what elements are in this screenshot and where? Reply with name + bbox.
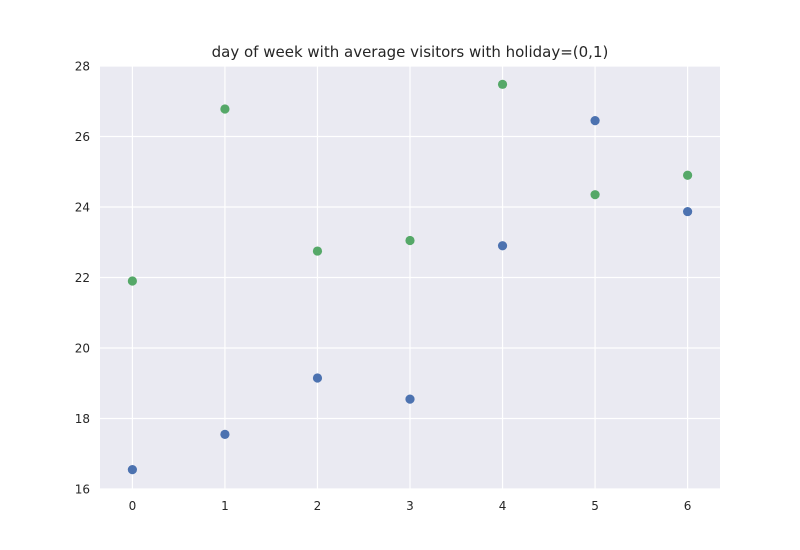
y-tick-label: 28 — [75, 60, 90, 74]
x-tick-label: 3 — [406, 499, 414, 513]
data-point-series-1 — [220, 429, 230, 439]
x-tick-label: 0 — [129, 499, 137, 513]
x-tick-label: 2 — [314, 499, 322, 513]
y-gridlines — [100, 65, 720, 490]
y-tick-label: 16 — [75, 483, 90, 497]
y-tick-label: 22 — [75, 271, 90, 285]
data-point-series-2 — [590, 190, 600, 200]
data-point-series-1 — [497, 241, 508, 251]
x-tick-label: 4 — [499, 499, 507, 513]
data-point-series-2 — [405, 235, 415, 246]
chart-title: day of week with average visitors with h… — [212, 43, 609, 61]
data-point-series-2 — [312, 246, 323, 256]
data-point-series-2 — [497, 79, 508, 89]
x-tick-label: 6 — [684, 499, 692, 513]
data-point-series-1 — [683, 206, 693, 217]
x-tick-label: 1 — [221, 499, 229, 513]
y-tick-label: 26 — [75, 130, 90, 144]
data-points — [127, 79, 693, 475]
y-tick-labels: 16 18 20 22 24 26 28 — [75, 60, 90, 497]
x-tick-label: 5 — [591, 499, 599, 513]
data-point-series-1 — [127, 465, 137, 475]
data-point-series-2 — [683, 170, 693, 180]
data-point-series-2 — [127, 276, 137, 286]
data-point-series-1 — [405, 394, 415, 404]
data-point-series-2 — [220, 104, 230, 114]
x-tick-labels: 0 1 2 3 4 5 6 — [129, 499, 692, 513]
data-point-series-1 — [590, 116, 600, 126]
data-point-series-1 — [312, 373, 323, 383]
y-tick-label: 20 — [75, 342, 90, 356]
y-tick-label: 24 — [75, 201, 90, 215]
y-tick-label: 18 — [75, 412, 90, 426]
